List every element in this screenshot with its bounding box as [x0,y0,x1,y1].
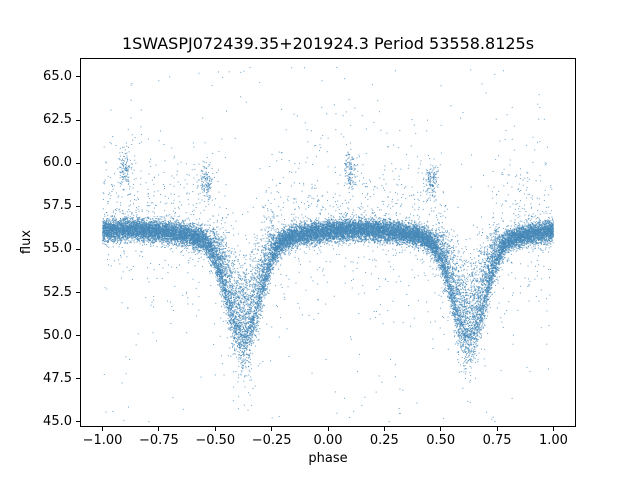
y-tick-mark [76,205,80,207]
x-tick-label: −0.75 [138,433,179,448]
y-tick-label: 60.0 [43,155,72,171]
x-tick-label: −0.25 [251,433,292,448]
y-tick-mark [76,162,80,164]
y-tick-label: 57.5 [43,198,72,214]
x-tick-label: −1.00 [82,433,123,448]
y-tick-label: 45.0 [43,413,72,429]
x-tick-label: 0.75 [482,433,512,448]
x-tick-mark [214,427,216,431]
x-tick-mark [440,427,442,431]
x-tick-label: 0.25 [369,433,399,448]
y-tick-mark [76,335,80,337]
y-tick-mark [76,292,80,293]
x-tick-mark [552,427,554,431]
scatter-points-canvas [80,58,576,427]
y-tick-label: 55.0 [43,241,72,257]
x-tick-mark [271,427,273,431]
y-tick-label: 62.5 [43,112,72,128]
y-tick-mark [76,248,80,250]
y-tick-mark [76,421,80,423]
y-tick-mark [76,378,80,380]
y-tick-mark [76,119,80,121]
x-tick-label: −0.50 [195,433,236,448]
y-tick-mark [76,76,80,78]
y-tick-label: 52.5 [43,284,72,300]
y-tick-label: 50.0 [43,327,72,343]
x-tick-label: 0.00 [313,433,343,448]
x-tick-mark [158,427,160,431]
chart-title: 1SWASPJ072439.35+201924.3 Period 53558.8… [121,34,535,53]
x-tick-mark [383,427,385,431]
x-tick-label: 0.50 [426,433,456,448]
x-tick-mark [496,427,498,431]
y-tick-label: 47.5 [43,370,72,386]
x-tick-mark [327,427,329,431]
x-tick-mark [102,427,104,431]
y-tick-label: 65.0 [43,68,72,84]
x-tick-label: 1.00 [538,433,568,448]
x-axis-label: phase [308,451,348,466]
